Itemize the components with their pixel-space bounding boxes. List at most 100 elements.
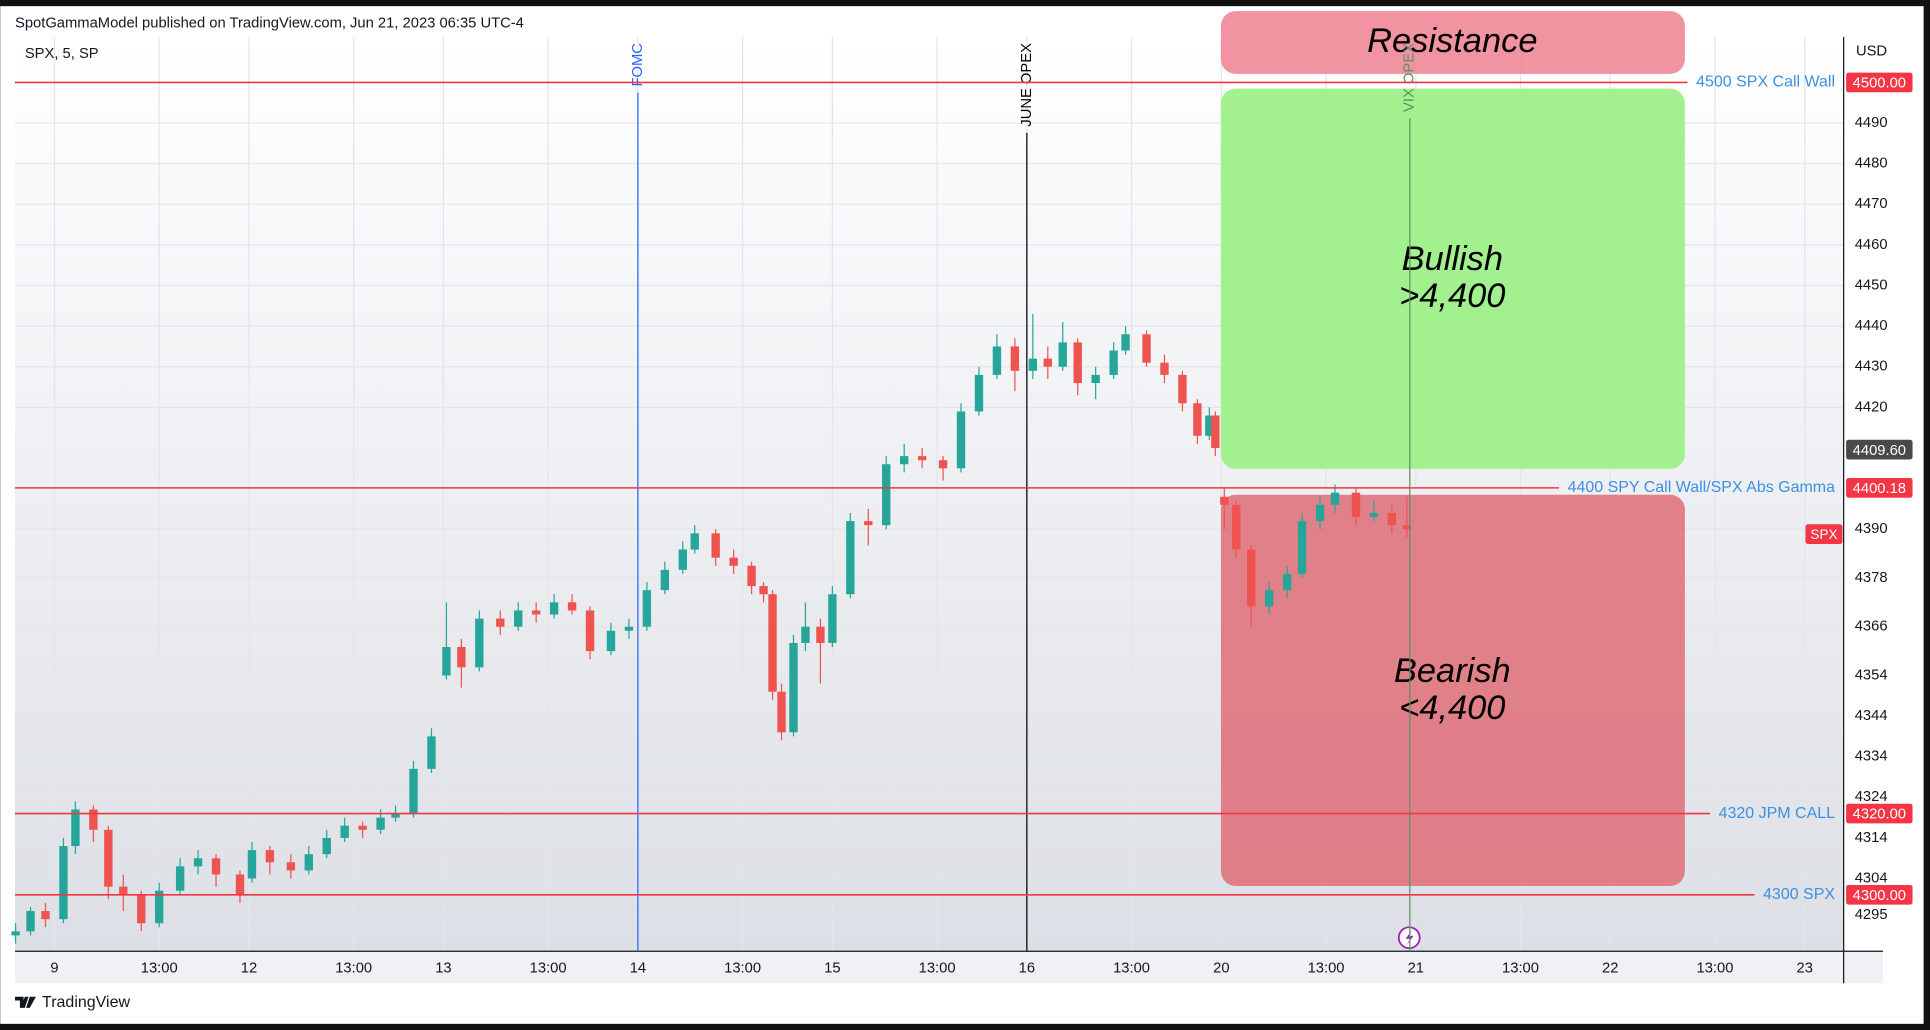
x-tick-label: 15 (824, 960, 840, 976)
candle-body (1205, 415, 1214, 436)
x-tick-label: 13:00 (1308, 960, 1345, 976)
zone-label: Bearish (1394, 652, 1511, 690)
y-tick-label: 4440 (1855, 318, 1888, 334)
y-tick-label: 4324 (1855, 789, 1888, 805)
candle-body (690, 533, 699, 550)
candle-body (59, 846, 68, 920)
x-tick-label: 13:00 (530, 960, 567, 976)
x-tick-label: 13:00 (1113, 960, 1150, 976)
candle-body (358, 825, 367, 830)
event-label: FOMC (630, 43, 646, 87)
x-tick-label: 13:00 (335, 960, 372, 976)
candle-body (1178, 374, 1187, 404)
candle-body (1043, 358, 1052, 367)
x-tick-label: 13:00 (724, 960, 761, 976)
candle-body (1220, 496, 1229, 505)
y-tick-label: 4314 (1855, 830, 1888, 846)
candle-body (549, 602, 559, 615)
candle-body (585, 610, 595, 652)
candle-body (1247, 549, 1256, 607)
series-tag (1805, 524, 1843, 544)
y-tick-label: 4470 (1855, 196, 1888, 212)
candle-body (391, 813, 400, 818)
candle-body (1297, 521, 1307, 574)
candle-body (1160, 362, 1169, 375)
candle-body (235, 874, 245, 895)
candle-body (1028, 358, 1038, 371)
y-tick-label: 4344 (1855, 708, 1888, 724)
level-tag-text: 4320.00 (1853, 807, 1906, 823)
candle-body (104, 829, 113, 887)
candle-body (992, 346, 1002, 375)
candle-body (514, 610, 523, 627)
header: SpotGammaModel published on TradingView.… (15, 15, 524, 31)
y-tick-label: 4460 (1855, 237, 1888, 253)
candle-body (155, 890, 164, 924)
level-tag (1846, 884, 1913, 905)
candle-body (71, 809, 80, 847)
footer: TradingView (42, 994, 130, 1011)
candle-body (828, 594, 837, 643)
candle-body (711, 533, 720, 558)
symbol: SPX, 5, SP (25, 46, 99, 62)
x-tick-label: 22 (1602, 960, 1618, 976)
level-tag-text: 4500.00 (1853, 76, 1906, 92)
candle-body (89, 809, 98, 830)
level-tag-text: 4300.00 (1853, 888, 1906, 904)
candle-body (1193, 403, 1202, 436)
candle-body (211, 858, 221, 875)
candle-body (1387, 512, 1397, 526)
candle-body (747, 565, 756, 587)
candle-body (11, 931, 20, 936)
level-label: 4300 SPX (1763, 886, 1835, 903)
candle-body (1351, 492, 1361, 518)
time-axis (14, 951, 1884, 984)
candle-body (286, 862, 296, 871)
candle-body (442, 647, 451, 676)
candle-body (1091, 374, 1100, 384)
zone-label: <4,400 (1399, 689, 1505, 727)
x-tick-label: 9 (50, 960, 58, 976)
zone-label: >4,400 (1399, 277, 1505, 315)
candle-body (882, 464, 891, 526)
candle-body (801, 626, 810, 643)
candle-body (137, 894, 146, 924)
candle-body (41, 911, 50, 920)
y-tick-label: 4450 (1855, 277, 1888, 293)
y-tick-label: 4378 (1855, 570, 1888, 586)
candle-body (1402, 525, 1412, 530)
x-tick-label: 23 (1797, 960, 1813, 976)
y-tick-label: 4304 (1855, 870, 1888, 886)
candle-body (606, 630, 616, 652)
candle-body (340, 825, 349, 838)
level-label: 4400 SPY Call Wall/SPX Abs Gamma (1568, 479, 1836, 496)
candle-body (1121, 334, 1130, 351)
y-tick-label: 4366 (1855, 619, 1888, 635)
x-tick-label: 13:00 (1697, 960, 1734, 976)
x-tick-label: 20 (1213, 960, 1229, 976)
candle-body (1330, 492, 1340, 505)
event-label: VIX OPEX (1402, 43, 1418, 112)
y-tick-label: 4390 (1855, 521, 1888, 537)
series-tag-text: SPX (1810, 527, 1837, 542)
y-tick-label: 4420 (1855, 399, 1888, 415)
candle-body (899, 456, 909, 465)
zone-label: Resistance (1367, 22, 1537, 60)
last-price-text: 4409.60 (1853, 443, 1906, 459)
marks (11, 313, 1412, 944)
candle-body (938, 460, 948, 469)
x-tick-label: 13:00 (141, 960, 178, 976)
candle-body (1211, 415, 1220, 448)
level-tag-text: 4400.18 (1853, 481, 1906, 497)
x-tick-label: 21 (1408, 960, 1424, 976)
event-label: JUNE OPEX (1019, 43, 1035, 127)
candle-body (624, 626, 634, 631)
candle-body (567, 602, 577, 611)
candle-body (1010, 346, 1020, 371)
candle-body (729, 557, 738, 566)
y-tick-label: 4295 (1855, 907, 1888, 923)
candle-body (1265, 590, 1274, 607)
candle-body (475, 618, 484, 668)
x-tick-label: 13:00 (919, 960, 956, 976)
